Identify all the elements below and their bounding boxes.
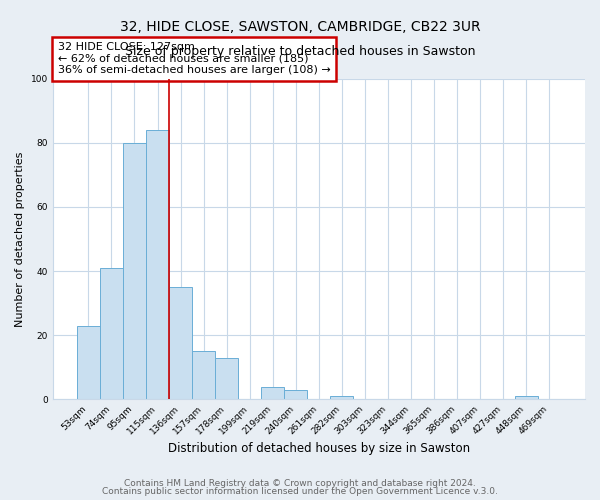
- Bar: [331, 396, 353, 400]
- Bar: [515, 396, 538, 400]
- Text: Contains HM Land Registry data © Crown copyright and database right 2024.: Contains HM Land Registry data © Crown c…: [124, 478, 476, 488]
- Text: Size of property relative to detached houses in Sawston: Size of property relative to detached ho…: [125, 45, 475, 58]
- Y-axis label: Number of detached properties: Number of detached properties: [15, 152, 25, 326]
- Bar: [261, 386, 284, 400]
- Bar: [284, 390, 307, 400]
- Bar: [215, 358, 238, 400]
- Bar: [192, 352, 215, 400]
- Text: Contains public sector information licensed under the Open Government Licence v.: Contains public sector information licen…: [102, 487, 498, 496]
- Bar: [123, 142, 146, 400]
- Text: 32, HIDE CLOSE, SAWSTON, CAMBRIDGE, CB22 3UR: 32, HIDE CLOSE, SAWSTON, CAMBRIDGE, CB22…: [119, 20, 481, 34]
- Text: 32 HIDE CLOSE: 127sqm
← 62% of detached houses are smaller (185)
36% of semi-det: 32 HIDE CLOSE: 127sqm ← 62% of detached …: [58, 42, 331, 76]
- Bar: [146, 130, 169, 400]
- X-axis label: Distribution of detached houses by size in Sawston: Distribution of detached houses by size …: [168, 442, 470, 455]
- Bar: [77, 326, 100, 400]
- Bar: [100, 268, 123, 400]
- Bar: [169, 287, 192, 400]
